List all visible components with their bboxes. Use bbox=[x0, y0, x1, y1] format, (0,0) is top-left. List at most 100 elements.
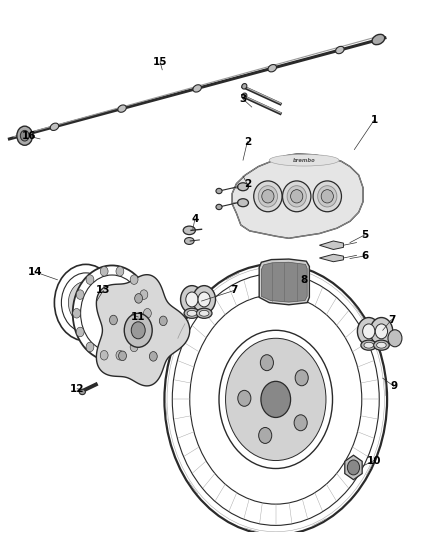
Circle shape bbox=[110, 315, 117, 325]
Polygon shape bbox=[96, 274, 190, 386]
Ellipse shape bbox=[283, 181, 311, 212]
Circle shape bbox=[375, 324, 388, 339]
Text: 11: 11 bbox=[131, 312, 145, 322]
Circle shape bbox=[388, 330, 402, 347]
Ellipse shape bbox=[254, 181, 282, 212]
Ellipse shape bbox=[183, 226, 195, 235]
Circle shape bbox=[261, 381, 290, 417]
Ellipse shape bbox=[199, 310, 209, 316]
Ellipse shape bbox=[79, 389, 85, 394]
Circle shape bbox=[190, 295, 362, 504]
Circle shape bbox=[81, 275, 144, 352]
Ellipse shape bbox=[237, 183, 248, 191]
Text: 7: 7 bbox=[230, 286, 238, 295]
Circle shape bbox=[186, 292, 198, 307]
Ellipse shape bbox=[269, 155, 339, 166]
Ellipse shape bbox=[318, 185, 337, 207]
Circle shape bbox=[167, 267, 385, 532]
Ellipse shape bbox=[242, 93, 247, 99]
Text: 2: 2 bbox=[244, 179, 251, 189]
Circle shape bbox=[100, 351, 108, 360]
Ellipse shape bbox=[374, 340, 389, 350]
Circle shape bbox=[86, 275, 94, 285]
Circle shape bbox=[20, 131, 29, 141]
Circle shape bbox=[347, 460, 360, 475]
Circle shape bbox=[370, 318, 393, 345]
Ellipse shape bbox=[290, 190, 303, 203]
Circle shape bbox=[238, 390, 251, 406]
Circle shape bbox=[259, 427, 272, 443]
Circle shape bbox=[17, 126, 32, 146]
Text: 6: 6 bbox=[362, 251, 369, 261]
Circle shape bbox=[260, 354, 273, 370]
Ellipse shape bbox=[187, 310, 197, 316]
Ellipse shape bbox=[237, 199, 248, 207]
Circle shape bbox=[86, 342, 94, 352]
Circle shape bbox=[116, 351, 124, 360]
Circle shape bbox=[73, 309, 81, 318]
Ellipse shape bbox=[262, 190, 274, 203]
Polygon shape bbox=[259, 259, 309, 305]
Text: 13: 13 bbox=[96, 286, 110, 295]
Text: 4: 4 bbox=[191, 214, 199, 224]
Circle shape bbox=[140, 327, 148, 337]
Ellipse shape bbox=[268, 64, 276, 72]
Polygon shape bbox=[319, 241, 343, 249]
Text: 14: 14 bbox=[28, 267, 42, 277]
Circle shape bbox=[144, 309, 151, 318]
Ellipse shape bbox=[336, 46, 344, 54]
Circle shape bbox=[54, 264, 117, 341]
Circle shape bbox=[124, 313, 152, 348]
Ellipse shape bbox=[321, 190, 333, 203]
Polygon shape bbox=[345, 455, 362, 480]
Ellipse shape bbox=[364, 342, 374, 348]
Ellipse shape bbox=[377, 342, 386, 348]
Circle shape bbox=[73, 265, 151, 361]
Circle shape bbox=[61, 273, 110, 333]
Circle shape bbox=[149, 352, 157, 361]
Circle shape bbox=[159, 316, 167, 326]
Circle shape bbox=[119, 351, 127, 361]
Ellipse shape bbox=[184, 308, 200, 318]
Polygon shape bbox=[232, 154, 363, 238]
Circle shape bbox=[226, 338, 326, 461]
Circle shape bbox=[357, 318, 380, 345]
Text: 10: 10 bbox=[367, 456, 381, 465]
Circle shape bbox=[130, 342, 138, 352]
Circle shape bbox=[130, 275, 138, 285]
Circle shape bbox=[68, 281, 103, 324]
Ellipse shape bbox=[287, 185, 306, 207]
Circle shape bbox=[172, 273, 379, 526]
Text: 12: 12 bbox=[70, 384, 85, 394]
Circle shape bbox=[180, 286, 203, 313]
Ellipse shape bbox=[50, 123, 59, 131]
Ellipse shape bbox=[372, 34, 385, 45]
Text: 9: 9 bbox=[390, 381, 397, 391]
Text: 15: 15 bbox=[153, 57, 167, 67]
Polygon shape bbox=[261, 262, 307, 302]
Circle shape bbox=[294, 415, 307, 431]
Circle shape bbox=[193, 286, 215, 313]
Text: 2: 2 bbox=[244, 136, 251, 147]
Ellipse shape bbox=[196, 308, 212, 318]
Text: 8: 8 bbox=[300, 275, 308, 285]
Circle shape bbox=[76, 327, 84, 337]
Circle shape bbox=[198, 292, 210, 307]
Circle shape bbox=[164, 264, 387, 533]
Circle shape bbox=[100, 266, 108, 276]
Text: 5: 5 bbox=[362, 230, 369, 240]
Polygon shape bbox=[319, 254, 343, 262]
Ellipse shape bbox=[361, 340, 377, 350]
Circle shape bbox=[295, 370, 308, 386]
Circle shape bbox=[140, 290, 148, 300]
Text: 7: 7 bbox=[388, 314, 395, 325]
Ellipse shape bbox=[242, 84, 247, 89]
Ellipse shape bbox=[258, 185, 278, 207]
Text: 1: 1 bbox=[371, 115, 378, 125]
Circle shape bbox=[134, 294, 142, 303]
Text: 3: 3 bbox=[240, 94, 247, 104]
Circle shape bbox=[363, 324, 375, 339]
Ellipse shape bbox=[184, 238, 194, 245]
Ellipse shape bbox=[193, 85, 201, 92]
Ellipse shape bbox=[118, 105, 126, 112]
